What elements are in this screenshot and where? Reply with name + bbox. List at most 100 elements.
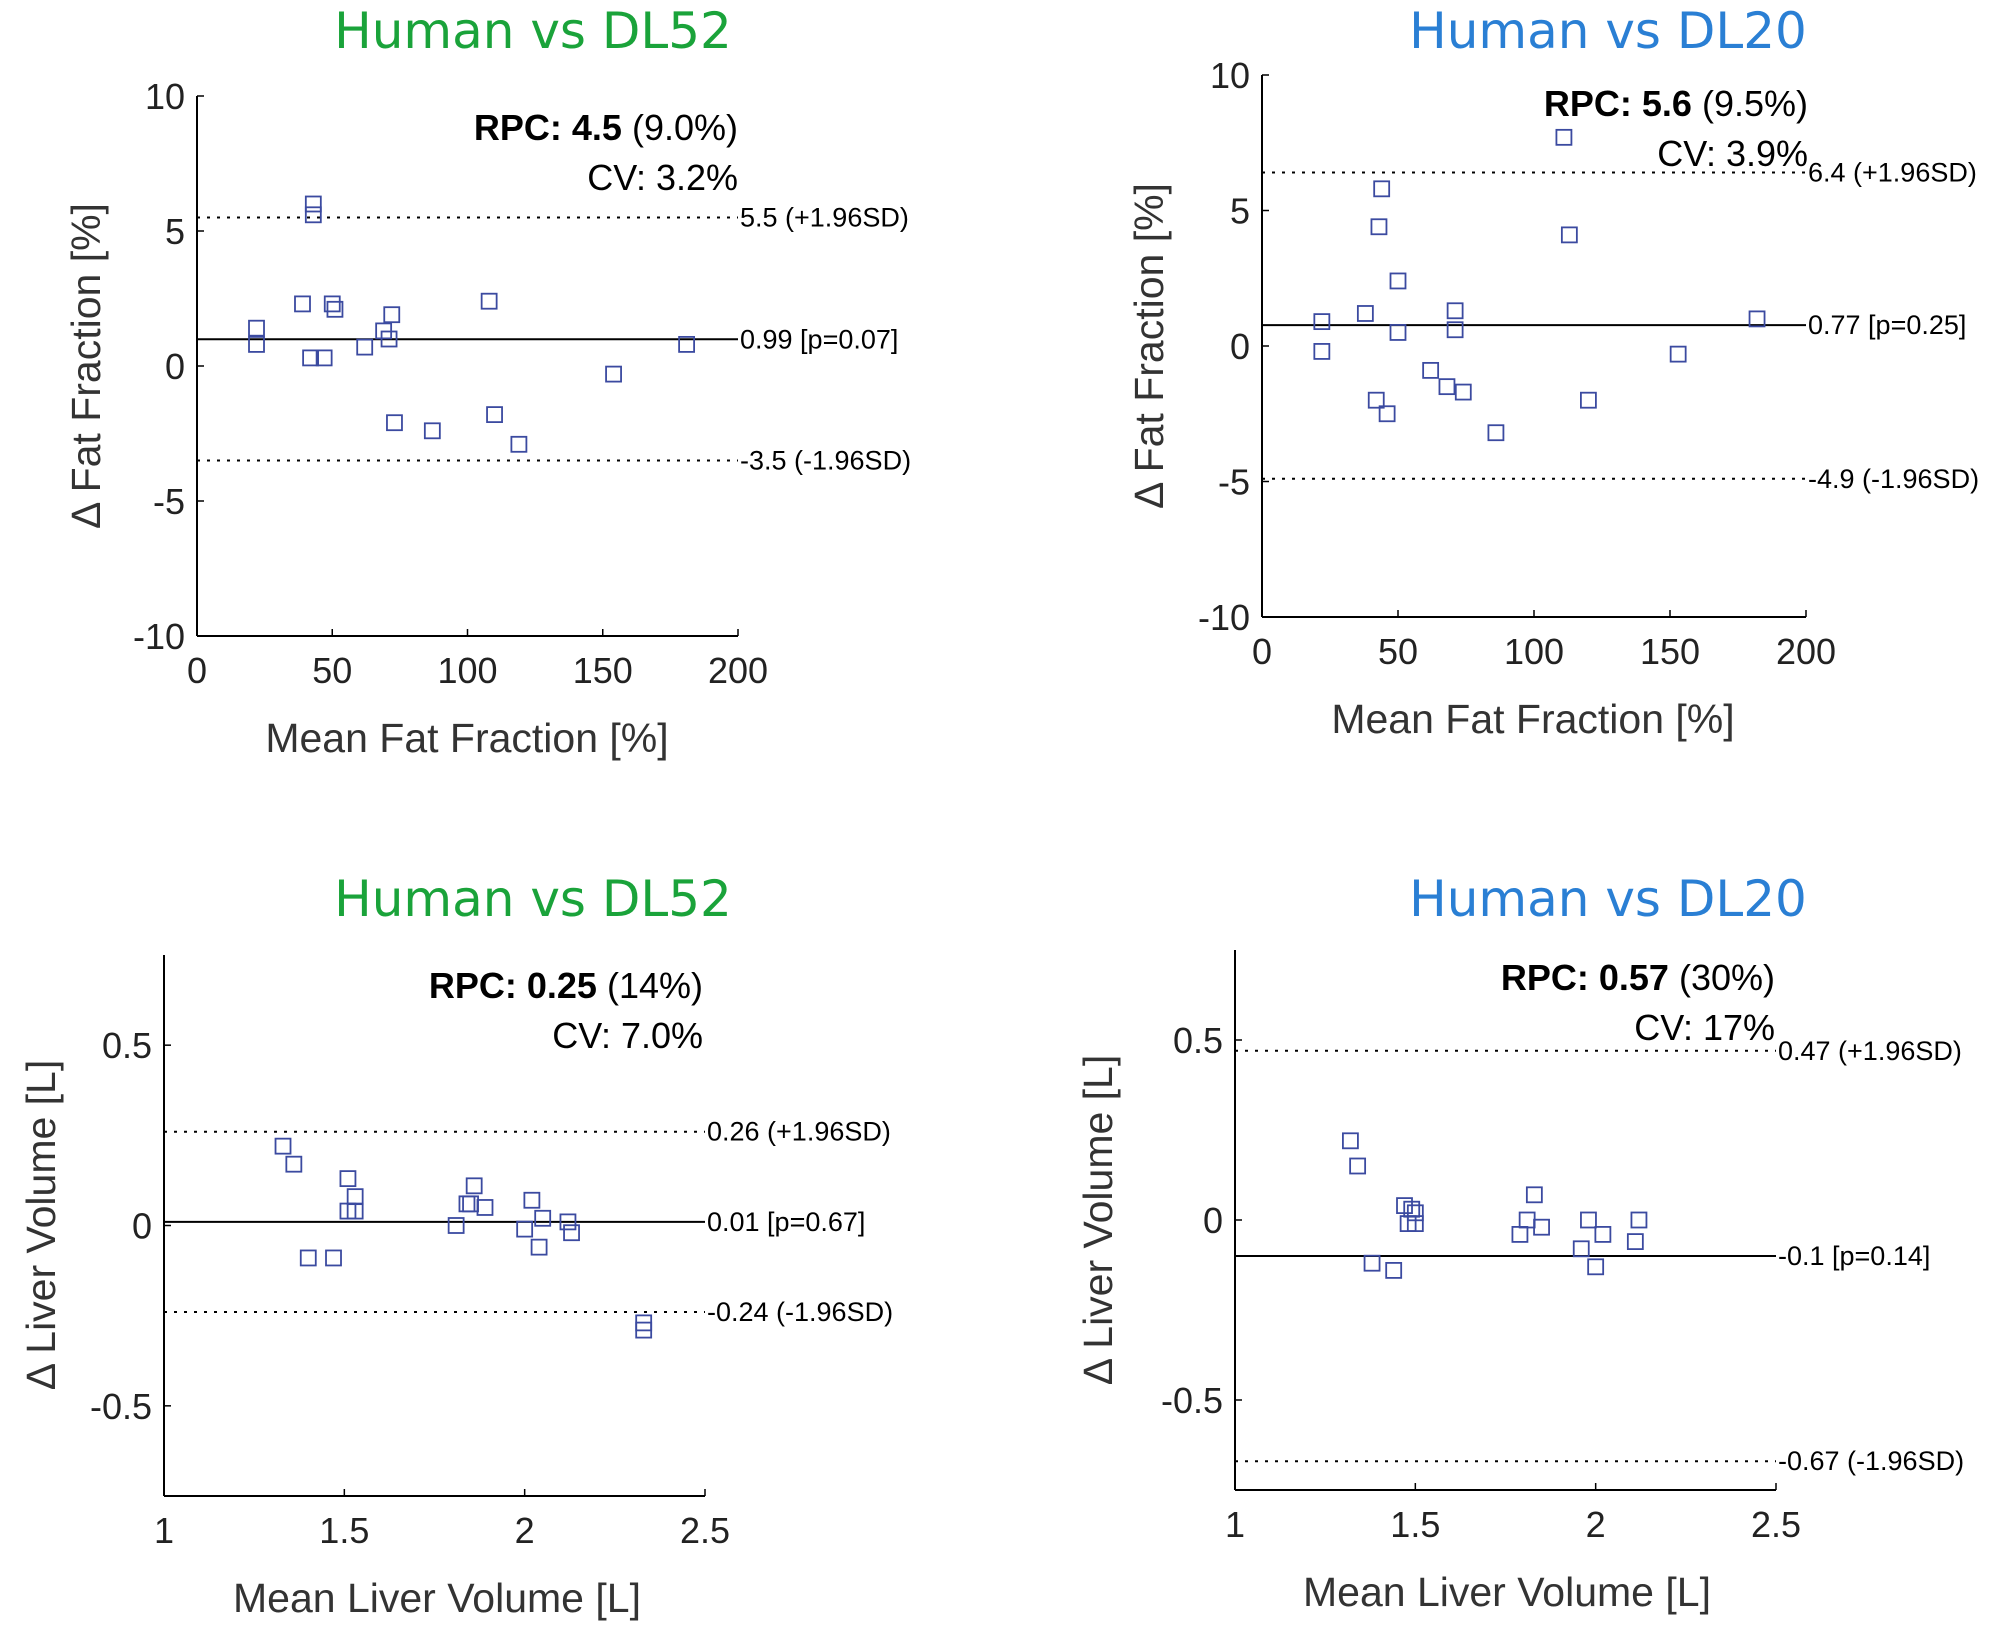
data-point (356, 338, 374, 356)
data-point (1555, 128, 1573, 146)
x-tick-label: 150 (1640, 631, 1700, 672)
data-point (1580, 1211, 1597, 1229)
data-point (1313, 313, 1331, 331)
data-point (1669, 345, 1687, 363)
x-tick-label: 150 (573, 650, 633, 691)
y-ticks: -0.5 0 0.5 (1161, 1020, 1242, 1421)
x-axis-label: Mean Fat Fraction [%] (1331, 696, 1734, 742)
data-point (1406, 1215, 1424, 1232)
data-point (1626, 1233, 1644, 1250)
data-point (1385, 1262, 1403, 1279)
upper-loa-label: 0.26 (+1.96SD) (707, 1117, 891, 1147)
data-point (1594, 1226, 1612, 1243)
data-point (523, 1191, 541, 1209)
data-point (465, 1177, 483, 1195)
rpc-text: RPC: 4.5 (9.0%) (474, 107, 738, 148)
data-point (516, 1220, 534, 1238)
data-point (285, 1155, 303, 1173)
rpc-text: RPC: 0.57 (30%) (1501, 957, 1775, 998)
data-point (447, 1217, 465, 1234)
data-point (1370, 218, 1388, 236)
data-point (1525, 1186, 1543, 1204)
data-point (563, 1224, 580, 1242)
rpc-text: RPC: 5.6 (9.5%) (1544, 83, 1808, 124)
data-point (458, 1195, 476, 1213)
data-point (486, 406, 503, 424)
data-point (323, 295, 341, 313)
data-point (559, 1213, 577, 1231)
data-point (299, 1249, 317, 1267)
data-point (380, 330, 398, 348)
y-tick-label: 0 (1203, 1200, 1223, 1241)
data-point (1313, 343, 1331, 360)
cv-text: CV: 3.9% (1657, 133, 1808, 174)
plot-area: 6.4 (+1.96SD) 0.77 [p=0.25] -4.9 (-1.96SD) (1262, 128, 1979, 494)
data-point (1533, 1218, 1550, 1236)
data-point (1422, 361, 1440, 379)
data-point (326, 300, 344, 318)
x-tick-label: 100 (1504, 631, 1564, 672)
data-point (1406, 1204, 1424, 1222)
rpc-percent: (9.5%) (1692, 83, 1808, 124)
data-point (1389, 272, 1407, 290)
plot-area: 0.26 (+1.96SD) 0.01 [p=0.67] -0.24 (-1.96S… (164, 1117, 893, 1339)
x-tick-label: 50 (1378, 631, 1418, 672)
panel-title: Human vs DL52 (334, 2, 732, 60)
panel-title: Human vs DL52 (334, 870, 732, 928)
rpc-percent: (14%) (597, 965, 703, 1006)
x-ticks: 0 50 100 150 200 (1252, 610, 1836, 672)
panel-ff-dl20: Human vs DL20 6.4 (+1.96SD) 0.77 [p=0.25]… (1126, 2, 1979, 742)
x-tick-label: 2 (1586, 1504, 1606, 1545)
x-tick-label: 1 (1225, 1504, 1245, 1545)
y-ticks: -10 -5 0 5 10 (1198, 55, 1269, 638)
panel-title: Human vs DL20 (1409, 2, 1807, 60)
data-point (386, 414, 403, 432)
y-axis-label: Δ Liver Volume [L] (1075, 1055, 1121, 1386)
rpc-percent: (9.0%) (622, 107, 738, 148)
y-tick-label: 0.5 (1173, 1020, 1223, 1061)
data-point (510, 435, 528, 453)
x-tick-label: 0 (1252, 631, 1272, 672)
mean-bias-label: 0.99 [p=0.07] (740, 324, 898, 354)
panel-lv-dl52: Human vs DL52 0.26 (+1.96SD) 0.01 [p=0.67… (18, 870, 893, 1621)
cv-text: CV: 3.2% (587, 157, 738, 198)
y-tick-label: 0 (165, 346, 185, 387)
y-axis-label: Δ Fat Fraction [%] (63, 203, 109, 529)
rpc-value: 4.5 (572, 107, 622, 148)
x-tick-label: 2 (515, 1510, 535, 1551)
data-point (248, 319, 265, 337)
data-point (605, 365, 622, 383)
y-tick-label: 5 (1230, 191, 1250, 232)
data-point (304, 206, 322, 224)
x-tick-label: 0 (187, 650, 207, 691)
data-point (1630, 1211, 1648, 1229)
x-ticks: 1 1.5 2 2.5 (154, 1489, 730, 1551)
y-axis-label: Δ Fat Fraction [%] (1126, 183, 1172, 509)
data-point (480, 292, 498, 310)
data-point (1518, 1211, 1536, 1229)
y-tick-label: 5 (165, 211, 185, 252)
data-point (1446, 321, 1464, 339)
rpc-label: RPC: (1544, 83, 1642, 124)
x-tick-label: 1 (154, 1510, 174, 1551)
x-tick-label: 2.5 (680, 1510, 730, 1551)
data-point (1587, 1258, 1605, 1276)
mean-bias-label: 0.77 [p=0.25] (1808, 310, 1966, 340)
data-point (1560, 226, 1578, 244)
data-point (678, 335, 696, 353)
data-point (302, 349, 320, 367)
upper-loa-label: 6.4 (+1.96SD) (1808, 158, 1977, 188)
x-tick-label: 1.5 (1390, 1504, 1440, 1545)
data-point (339, 1170, 357, 1188)
rpc-label: RPC: (429, 965, 527, 1006)
x-axis-label: Mean Liver Volume [L] (1303, 1569, 1711, 1615)
data-point (1748, 310, 1766, 328)
x-tick-label: 100 (437, 650, 497, 691)
lower-loa-label: -3.5 (-1.96SD) (740, 446, 911, 476)
data-point (1342, 1132, 1359, 1150)
data-point (462, 1195, 479, 1213)
data-point (1373, 180, 1391, 198)
data-point (1378, 405, 1396, 423)
data-point (274, 1137, 292, 1155)
